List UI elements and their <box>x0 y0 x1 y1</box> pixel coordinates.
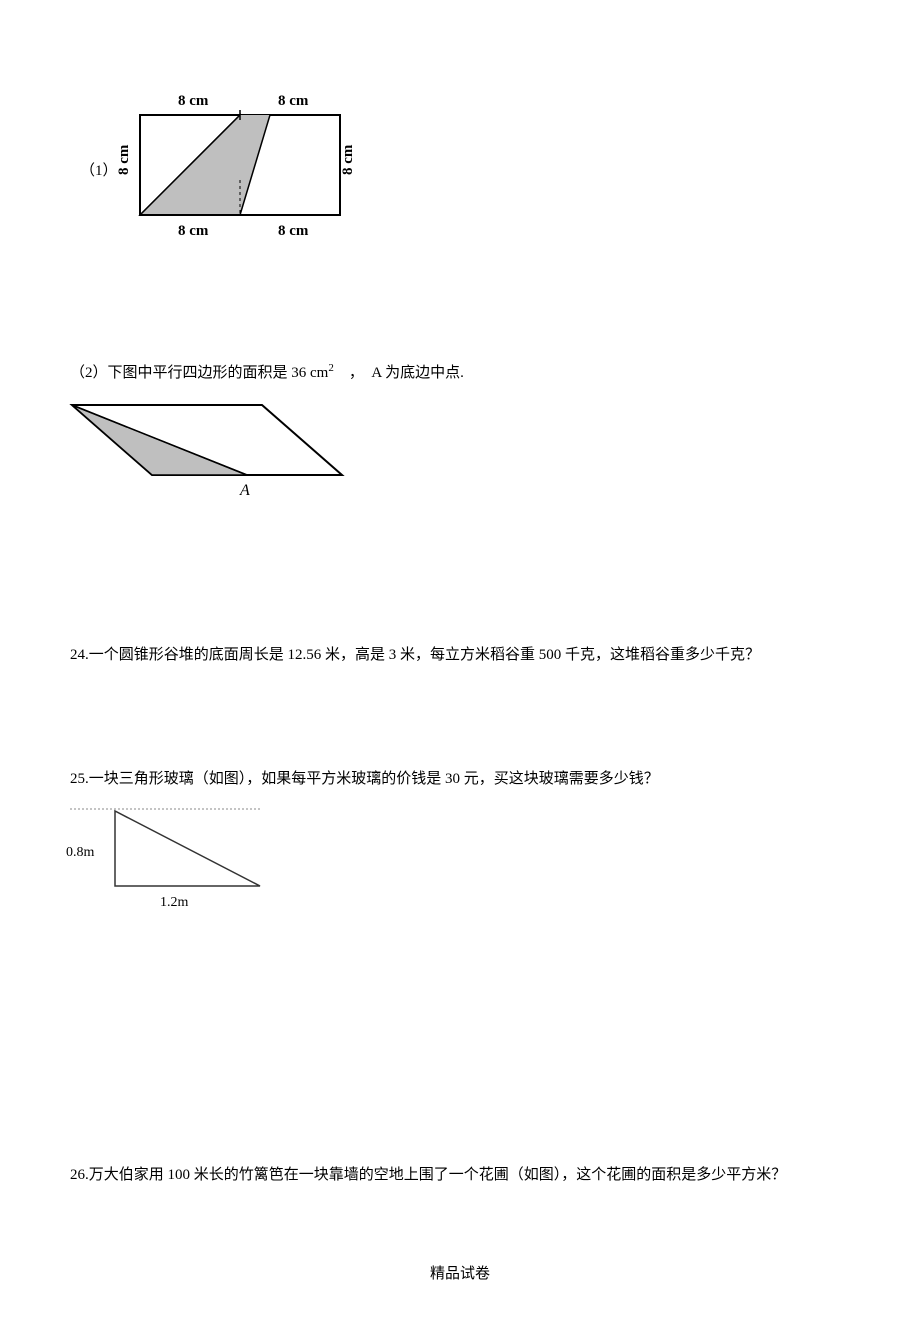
right-triangle-svg: 0.8m 1.2m <box>60 801 280 921</box>
q24-text: 24.一个圆锥形谷堆的底面周长是 12.56 米，高是 3 米，每立方米稻谷重 … <box>70 647 760 663</box>
question-1-figure: （1） 8 cm 8 cm 8 cm 8 cm 8 cm 8 cm <box>70 80 850 250</box>
right-triangle <box>115 811 260 886</box>
q26-text: 26.万大伯家用 100 米长的竹篱笆在一块靠墙的空地上围了一个花圃（如图），这… <box>70 1167 786 1183</box>
question-2-figure: A <box>62 395 850 513</box>
footer-text: 精品试卷 <box>430 1266 490 1282</box>
label-height: 0.8m <box>66 845 95 860</box>
question-26: 26.万大伯家用 100 米长的竹篱笆在一块靠墙的空地上围了一个花圃（如图），这… <box>70 1159 850 1192</box>
q25-text: 25.一块三角形玻璃（如图），如果每平方米玻璃的价钱是 30 元，买这块玻璃需要… <box>70 771 659 787</box>
q2-text-after: ， A 为底边中点. <box>334 365 464 381</box>
page-footer: 精品试卷 <box>70 1262 850 1286</box>
question-2-text: （2）下图中平行四边形的面积是 36 cm2 ， A 为底边中点. <box>70 360 850 385</box>
label-top-right: 8 cm <box>278 93 309 109</box>
label-base: 1.2m <box>160 895 189 910</box>
question-25-figure: 0.8m 1.2m <box>60 801 850 929</box>
label-bottom-left: 8 cm <box>178 223 209 239</box>
question-25: 25.一块三角形玻璃（如图），如果每平方米玻璃的价钱是 30 元，买这块玻璃需要… <box>70 767 850 791</box>
label-side-left: 8 cm <box>116 144 132 175</box>
rectangle-triangle-svg: （1） 8 cm 8 cm 8 cm 8 cm 8 cm 8 cm <box>70 80 370 250</box>
label-side-right: 8 cm <box>340 144 356 175</box>
parallelogram-svg: A <box>62 395 362 505</box>
figure1-prefix: （1） <box>80 162 118 179</box>
question-24: 24.一个圆锥形谷堆的底面周长是 12.56 米，高是 3 米，每立方米稻谷重 … <box>70 643 850 667</box>
label-A: A <box>239 482 250 499</box>
label-bottom-right: 8 cm <box>278 223 309 239</box>
q2-text-before: （2）下图中平行四边形的面积是 36 cm <box>70 365 328 381</box>
label-top-left: 8 cm <box>178 93 209 109</box>
